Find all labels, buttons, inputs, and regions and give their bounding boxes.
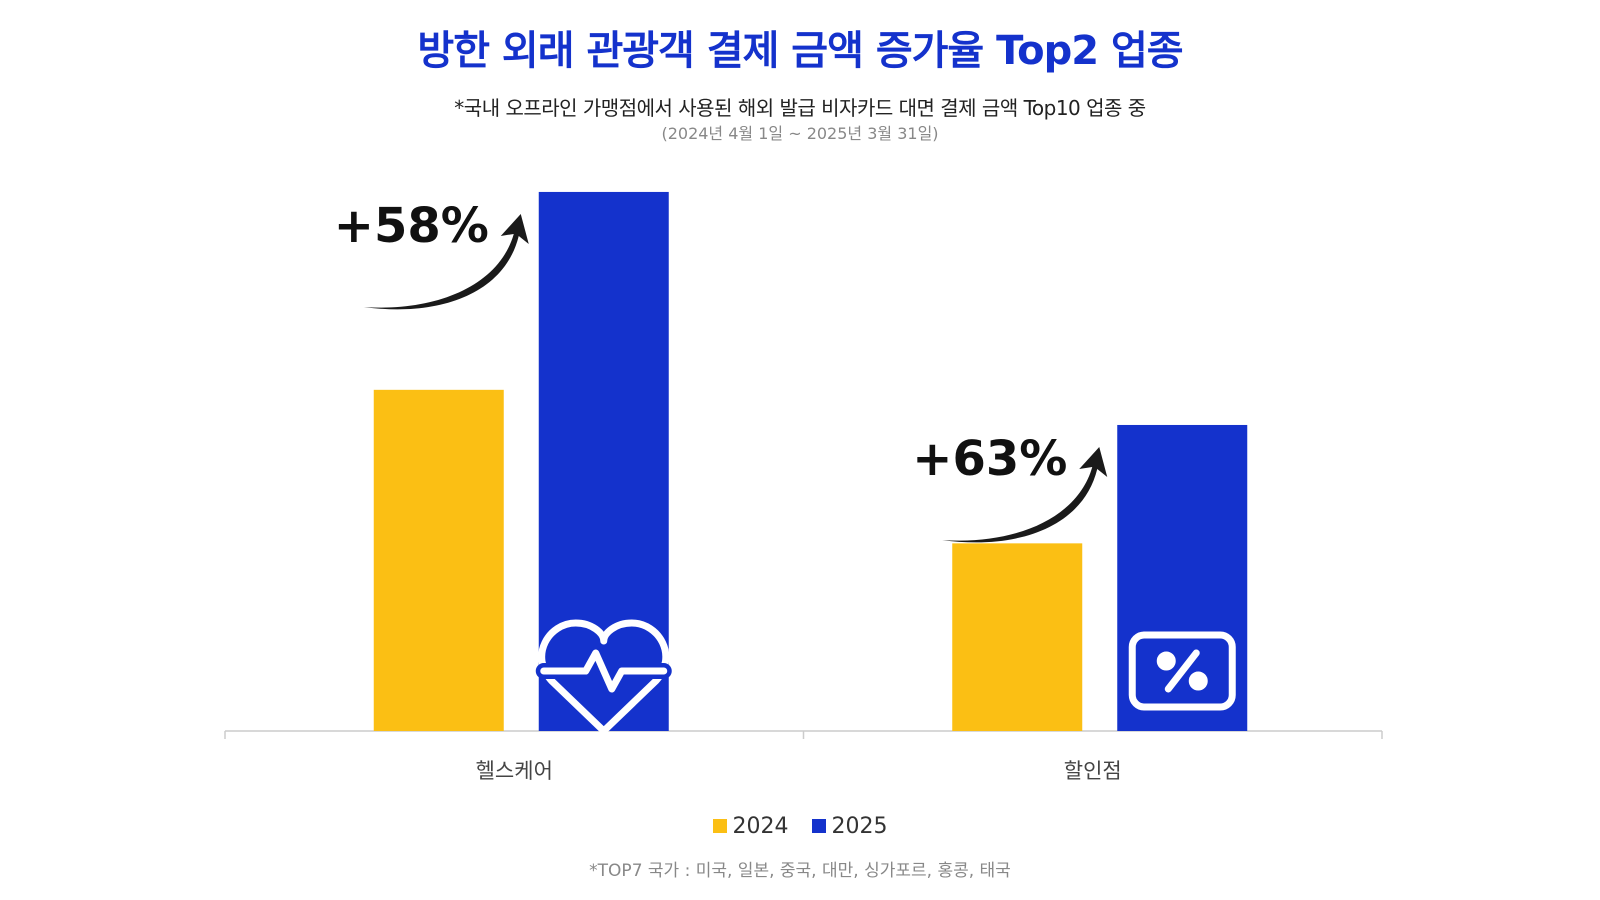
bar-2025-0	[538, 191, 669, 732]
tag-outline	[1128, 631, 1236, 711]
percent-dot	[1156, 651, 1176, 671]
growth-label: +63%	[912, 431, 1067, 487]
pulse-line	[540, 649, 668, 693]
legend-label-2024: 2024	[732, 814, 789, 839]
chart-title: 방한 외래 관광객 결제 금액 증가율 Top2 업종	[417, 28, 1183, 74]
legend: 2024 2025	[0, 814, 1600, 839]
legend-swatch-2024	[712, 819, 727, 833]
x-tick-label: 할인점	[1064, 760, 1122, 783]
legend-item-2024: 2024	[712, 814, 789, 839]
footnote: *TOP7 국가 : 미국, 일본, 중국, 대만, 싱가포르, 홍콩, 태국	[589, 861, 1011, 881]
percent-slash	[1164, 649, 1200, 693]
legend-item-2025: 2025	[811, 814, 888, 839]
growth-arrow-icon	[363, 213, 529, 310]
growth-arrow-icon	[942, 446, 1108, 543]
growth-label: +58%	[334, 198, 489, 254]
heart-outline	[538, 619, 670, 735]
arrow-shape	[363, 213, 529, 310]
arrow-shape	[942, 446, 1108, 543]
bar-2024-1	[952, 543, 1083, 731]
chart-period: (2024년 4월 1일 ~ 2025년 3월 31일)	[661, 124, 939, 143]
legend-swatch-2025	[811, 819, 826, 833]
legend-label-2025: 2025	[831, 814, 888, 839]
bar-2025-1	[1117, 424, 1248, 731]
x-tick-label: 헬스케어	[476, 760, 553, 783]
bar-2024-0	[373, 389, 504, 731]
heart-pulse-icon	[535, 619, 672, 735]
chart-subtitle: *국내 오프라인 가맹점에서 사용된 해외 발급 비자카드 대면 결제 금액 T…	[454, 96, 1146, 120]
percent-tag-icon	[1128, 631, 1236, 711]
percent-dot	[1188, 671, 1208, 691]
